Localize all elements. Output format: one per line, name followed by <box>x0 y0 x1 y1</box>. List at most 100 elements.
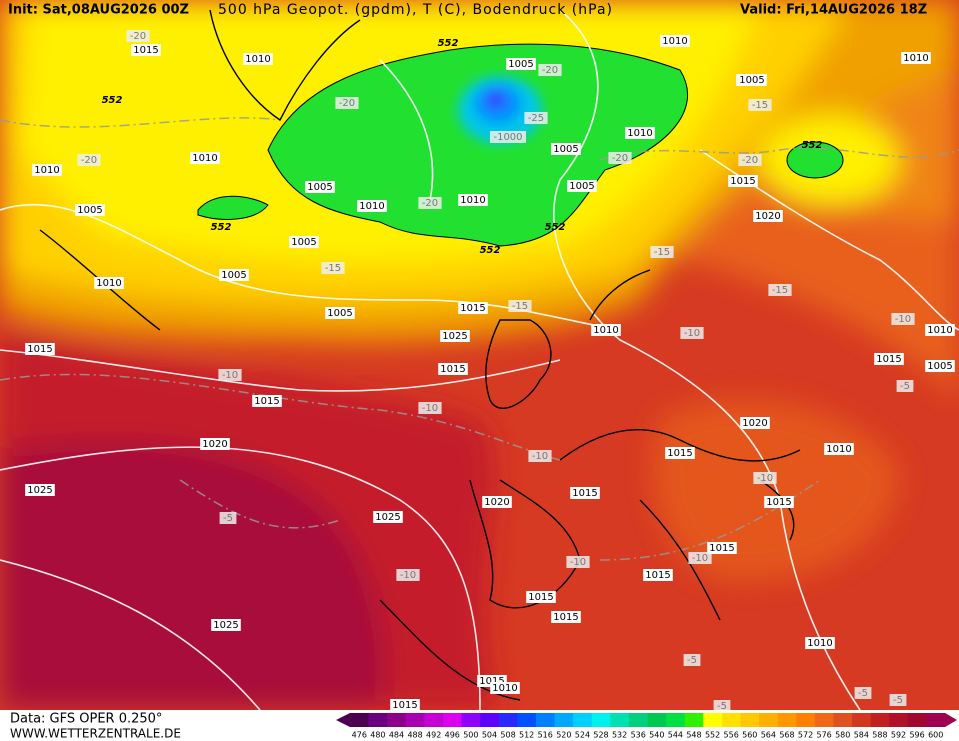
label-box <box>482 496 512 508</box>
label-box <box>458 194 488 206</box>
pressure-label: 1010 <box>492 683 517 694</box>
isotherms <box>0 117 959 561</box>
label-box <box>131 44 161 56</box>
data-source: Data: GFS OPER 0.250° <box>10 712 162 727</box>
label-box <box>570 487 600 499</box>
label-box <box>854 687 872 699</box>
pressure-label: 1005 <box>327 308 352 319</box>
pressure-label: 1005 <box>307 182 332 193</box>
colorbar-swatch <box>870 713 890 727</box>
contour-552 <box>197 195 269 220</box>
pressure-label: 1005 <box>739 75 764 86</box>
colorbar-swatch <box>535 713 556 727</box>
colorbar-label: 520 <box>556 731 571 740</box>
colorbar-swatch <box>368 713 388 727</box>
label-box <box>390 699 420 710</box>
label-box <box>889 694 907 706</box>
label-box <box>896 380 914 392</box>
pressure-label: 1010 <box>903 53 928 64</box>
contour-552 <box>267 43 688 247</box>
colorbar-swatch <box>461 713 481 727</box>
label-box <box>683 654 701 666</box>
colorbar-swatch <box>777 713 797 727</box>
pressure-label: 1020 <box>742 418 767 429</box>
pressure-label: 1015 <box>392 700 417 711</box>
label-box <box>418 402 442 414</box>
temperature-label: -10 <box>684 328 700 339</box>
colorbar-label: 592 <box>891 731 906 740</box>
temperature-label: -20 <box>542 65 558 76</box>
label-box <box>373 511 403 523</box>
colorbar-label: 488 <box>407 731 422 740</box>
colorbar-swatch <box>740 713 760 727</box>
colorbar-swatch <box>387 713 407 727</box>
label-box <box>925 324 955 336</box>
label-box <box>688 552 712 564</box>
temperature-label: -15 <box>772 285 788 296</box>
colorbar-label: 576 <box>817 731 832 740</box>
pressure-label: 1010 <box>807 638 832 649</box>
temperature-label: -5 <box>687 655 697 666</box>
label-box <box>490 682 520 694</box>
label-box <box>396 569 420 581</box>
temperature-label: -15 <box>752 100 768 111</box>
pressure-label: 1015 <box>460 303 485 314</box>
pressure-label: 1025 <box>27 485 52 496</box>
colorbar-arrow <box>336 713 350 727</box>
colorbar-swatch <box>573 713 593 727</box>
temperature-label: -5 <box>717 701 727 712</box>
label-box <box>190 152 220 164</box>
label-box <box>218 369 242 381</box>
label-box <box>440 330 470 342</box>
temperature-label: -20 <box>742 155 758 166</box>
pressure-label: 1010 <box>593 325 618 336</box>
label-box <box>289 236 319 248</box>
label-box <box>591 324 621 336</box>
label-box <box>566 556 590 568</box>
label-box <box>608 152 632 164</box>
pressure-label: 1010 <box>662 36 687 47</box>
label-box <box>660 35 690 47</box>
label-box <box>32 164 62 176</box>
temperature-label: -10 <box>570 557 586 568</box>
colorbar-label: 572 <box>798 731 813 740</box>
map-title: 500 hPa Geopot. (gpdm), T (C), Bodendruc… <box>218 2 613 18</box>
pressure-label: 1015 <box>254 396 279 407</box>
height-label: 552 <box>438 38 459 49</box>
label-box <box>680 327 704 339</box>
label-box <box>805 637 835 649</box>
label-box <box>94 277 124 289</box>
temperature-label: -20 <box>339 98 355 109</box>
label-box <box>252 395 282 407</box>
label-box <box>25 484 55 496</box>
temperature-label: -10 <box>422 403 438 414</box>
field: 1015 -20 1010 552 1005 -20 1010 1005 -20 -1000 -25… <box>0 0 959 712</box>
label-box <box>567 180 597 192</box>
contour-552 <box>786 141 844 179</box>
colorbar-label: 508 <box>500 731 515 740</box>
colorbar-swatch <box>814 713 834 727</box>
colorbar-swatch <box>628 713 648 727</box>
colorbar-swatch <box>759 713 779 727</box>
pressure-label: 1010 <box>96 278 121 289</box>
pressure-label: 1005 <box>927 361 952 372</box>
label-box <box>650 246 674 258</box>
colorbar-label: 528 <box>593 731 608 740</box>
label-box <box>325 307 355 319</box>
temperature-label: -10 <box>532 451 548 462</box>
label-box <box>824 443 854 455</box>
label-box <box>753 472 777 484</box>
colorbar-label: 552 <box>705 731 720 740</box>
label-box <box>200 438 230 450</box>
temperature-label: -1000 <box>493 132 522 143</box>
temperature-label: -15 <box>654 247 670 258</box>
label-box <box>526 591 556 603</box>
pressure-label: 1025 <box>375 512 400 523</box>
valid-time: Valid: Fri,14AUG2026 18Z <box>740 3 927 18</box>
label-box <box>438 363 468 375</box>
label-box <box>335 97 359 109</box>
colorbar-swatch <box>889 713 909 727</box>
pressure-label: 1015 <box>479 676 504 687</box>
pressure-label: 1015 <box>27 344 52 355</box>
label-box <box>211 619 241 631</box>
